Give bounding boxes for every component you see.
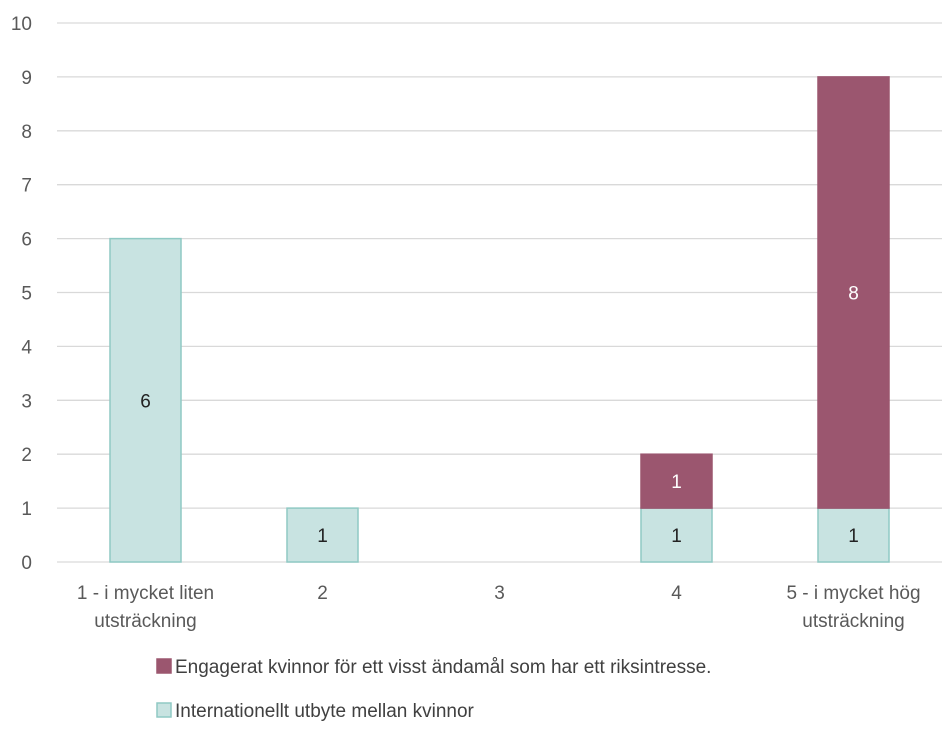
gridlines [57,22,942,563]
y-tick-label: 2 [21,445,32,466]
bar-segment [640,453,713,509]
x-tick-label: utsträckning [802,611,904,632]
y-tick-label: 1 [21,499,32,520]
y-tick-label: 0 [21,553,32,574]
data-label: 6 [140,391,151,412]
y-tick-label: 3 [21,391,32,412]
bar-segment [817,76,890,509]
y-tick-label: 6 [21,230,32,251]
legend-label: Engagerat kvinnor för ett visst ändamål … [175,657,711,678]
data-label: 1 [848,526,859,547]
data-label: 8 [848,284,859,305]
data-label: 1 [671,526,682,547]
y-tick-label: 10 [11,14,32,35]
x-axis-ticks: 1 - i mycket liten utsträckning 2 3 4 5 - i m… [77,583,921,632]
data-label: 1 [671,472,682,493]
y-tick-label: 9 [21,68,32,89]
legend: Engagerat kvinnor för ett visst ändamål … [156,657,711,722]
bar-segment [817,507,890,563]
legend-label: Internationellt utbyte mellan kvinnor [175,701,475,722]
x-tick-label: 3 [494,583,505,604]
y-tick-label: 5 [21,284,32,305]
data-labels: 6 1 1 1 1 8 [140,284,859,548]
bars [109,76,890,563]
x-tick-label: utsträckning [94,611,196,632]
bar-segment [109,237,182,563]
y-axis-ticks: 0 1 2 3 4 5 6 7 8 9 10 [11,14,33,574]
x-tick-label: 1 - i mycket liten [77,583,214,604]
x-tick-label: 5 - i mycket hög [786,583,920,604]
y-tick-label: 7 [21,176,32,197]
x-tick-label: 4 [671,583,682,604]
bar-segment [286,507,359,563]
legend-swatch [156,702,172,718]
y-tick-label: 8 [21,122,32,143]
legend-swatch [156,658,172,674]
bar-segment [640,507,713,563]
x-tick-label: 2 [317,583,328,604]
data-label: 1 [317,526,328,547]
y-tick-label: 4 [21,337,32,358]
